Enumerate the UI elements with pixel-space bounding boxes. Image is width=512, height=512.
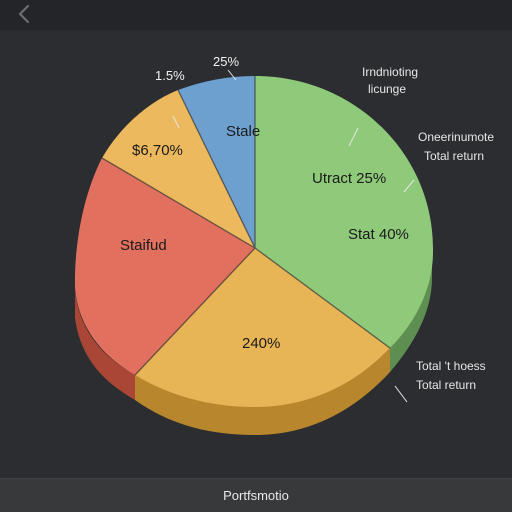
- depth-orange: [135, 348, 390, 435]
- top-bar: [0, 0, 512, 30]
- slice-red[interactable]: [74, 158, 255, 375]
- bottom-title: Portfsmotio: [223, 488, 289, 503]
- label-orange-bottom: 240%: [242, 335, 280, 352]
- slice-blue[interactable]: [178, 76, 255, 248]
- label-green-b: Stat 40%: [348, 226, 409, 243]
- outer-label-rb1: Total 't hoess: [416, 359, 486, 373]
- outer-label-rm1: Onеerinumote: [418, 130, 494, 144]
- outer-label-rb2: Total return: [416, 378, 476, 392]
- depth-green: [390, 252, 432, 372]
- chevron-left-icon: [18, 4, 30, 24]
- leader-lines: [172, 69, 415, 403]
- pie-depth: [75, 252, 432, 435]
- outer-pct-left: 1.5%: [155, 68, 185, 83]
- slice-green[interactable]: [255, 76, 434, 348]
- pie-faces: [74, 76, 434, 407]
- outer-label-rt1: Irndnioting: [362, 65, 418, 79]
- outer-pct-top: 25%: [213, 54, 239, 69]
- label-blue: Stale: [226, 123, 260, 140]
- slice-separators: [101, 76, 391, 376]
- label-red: Staifud: [120, 237, 167, 254]
- back-button[interactable]: [10, 2, 38, 26]
- outer-label-rt2: licunge: [368, 82, 406, 96]
- slice-orange-top[interactable]: [102, 90, 255, 248]
- slice-orange-bottom[interactable]: [135, 248, 390, 407]
- label-orange-top: $6,70%: [132, 142, 183, 159]
- outer-label-rm2: Total return: [424, 149, 484, 163]
- pie-chart: Stale $6,70% Utract 25% Stat 40% Staifud…: [74, 54, 494, 435]
- label-green-a: Utract 25%: [312, 170, 386, 187]
- depth-red: [75, 292, 135, 400]
- bottom-bar: Portfsmotio: [0, 478, 512, 512]
